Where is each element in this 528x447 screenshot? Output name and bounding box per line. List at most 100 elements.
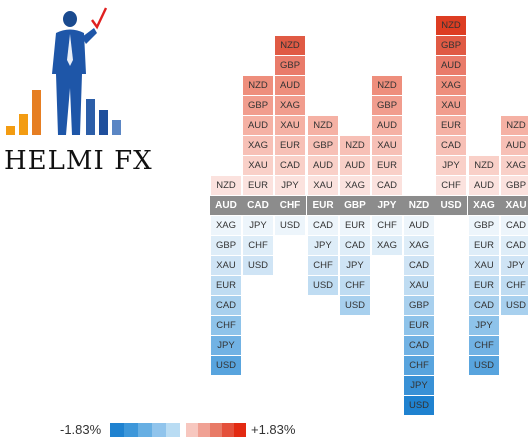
heatmap-cell-up: XAG [340,176,370,195]
heatmap-cell-down: USD [243,256,273,275]
heatmap-cell-down: XAG [404,236,434,255]
base-currency-chf: CHF [274,196,306,215]
legend-swatch-red [210,423,222,437]
base-currency-gbp: GBP [339,196,371,215]
heatmap-cell-down: GBP [211,236,241,255]
heatmap-cell-down: AUD [404,216,434,235]
heatmap-cell-down: JPY [469,316,499,335]
heatmap-cell-down: XAG [372,236,402,255]
heatmap-cell-down: XAG [211,216,241,235]
heatmap-cell-up: XAG [501,156,528,175]
heatmap-cell-down: JPY [211,336,241,355]
heatmap-cell-up: AUD [243,116,273,135]
base-currency-eur: EUR [307,196,339,215]
heatmap-cell-down: CHF [308,256,338,275]
heatmap-cell-up: XAG [243,136,273,155]
heatmap-cell-up: JPY [275,176,305,195]
heatmap-cell-up: CAD [275,156,305,175]
legend-min-label: -1.83% [60,422,102,437]
heatmap-cell-up: EUR [372,156,402,175]
heatmap-cell-down: CHF [404,356,434,375]
heatmap-cell-down: EUR [211,276,241,295]
heatmap-cell-down: GBP [469,216,499,235]
heatmap-cell-down: EUR [469,236,499,255]
heatmap-cell-up: NZD [211,176,241,195]
heatmap-cell-down: USD [404,396,434,415]
heatmap-cell-up: NZD [436,16,466,35]
heatmap-cell-down: CAD [340,236,370,255]
heatmap-cell-up: XAU [243,156,273,175]
base-currency-cad: CAD [242,196,274,215]
legend-swatch-red [198,423,210,437]
base-currency-usd: USD [435,196,467,215]
legend-max-label: +1.83% [251,422,296,437]
color-legend: -1.83% +1.83% [0,418,528,444]
legend-swatch-red [234,423,246,437]
heatmap-cell-down: USD [340,296,370,315]
base-currency-jpy: JPY [371,196,403,215]
heatmap-cell-up: XAG [436,76,466,95]
heatmap-cell-up: AUD [275,76,305,95]
heatmap-cell-down: CHF [340,276,370,295]
heatmap-cell-up: GBP [501,176,528,195]
legend-swatch-blue [110,423,124,437]
heatmap-cell-down: CAD [469,296,499,315]
heatmap-cell-down: CHF [469,336,499,355]
heatmap-cell-down: EUR [340,216,370,235]
heatmap-cell-up: NZD [340,136,370,155]
heatmap-cell-up: AUD [340,156,370,175]
heatmap-cell-down: JPY [404,376,434,395]
businessman-chart-logo-icon [6,7,121,135]
legend-swatch-blue [152,423,166,437]
heatmap-cell-up: XAU [436,96,466,115]
heatmap-cell-down: CAD [308,216,338,235]
heatmap-cell-down: XAU [211,256,241,275]
heatmap-cell-up: EUR [436,116,466,135]
heatmap-cell-down: CAD [404,336,434,355]
base-currency-aud: AUD [210,196,242,215]
heatmap-cell-up: GBP [372,96,402,115]
heatmap-cell-up: NZD [469,156,499,175]
heatmap-cell-down: EUR [469,276,499,295]
heatmap-cell-up: XAU [372,136,402,155]
helmi-fx-logo: HELMI FX [0,0,152,185]
heatmap-cell-down: USD [211,356,241,375]
heatmap-cell-up: AUD [308,156,338,175]
heatmap-cell-down: CHF [501,276,528,295]
legend-swatch-red [222,423,234,437]
heatmap-cell-down: CAD [501,216,528,235]
heatmap-cell-up: CAD [436,136,466,155]
heatmap-cell-down: CAD [501,236,528,255]
heatmap-cell-down: CHF [211,316,241,335]
legend-swatch-red [186,423,198,437]
base-currency-xau: XAU [500,196,528,215]
heatmap-cell-up: GBP [436,36,466,55]
heatmap-cell-down: USD [469,356,499,375]
heatmap-cell-up: CAD [372,176,402,195]
heatmap-cell-up: GBP [308,136,338,155]
heatmap-cell-up: GBP [275,56,305,75]
heatmap-cell-down: CHF [372,216,402,235]
heatmap-cell-down: XAU [469,256,499,275]
legend-swatch-blue [124,423,138,437]
heatmap-cell-up: NZD [275,36,305,55]
heatmap-cell-up: XAG [275,96,305,115]
heatmap-cell-down: GBP [404,296,434,315]
heatmap-cell-up: NZD [372,76,402,95]
heatmap-cell-down: JPY [340,256,370,275]
heatmap-cell-down: XAU [404,276,434,295]
heatmap-cell-up: NZD [243,76,273,95]
heatmap-cell-up: NZD [501,116,528,135]
legend-swatch-blue [138,423,152,437]
heatmap-cell-up: NZD [308,116,338,135]
heatmap-cell-up: XAU [275,116,305,135]
heatmap-cell-down: EUR [404,316,434,335]
heatmap-cell-up: XAU [308,176,338,195]
base-currency-xag: XAG [468,196,500,215]
heatmap-cell-down: CHF [243,236,273,255]
heatmap-cell-up: EUR [275,136,305,155]
heatmap-cell-down: JPY [243,216,273,235]
heatmap-cell-up: AUD [501,136,528,155]
currency-strength-heatmap: AUD NZD XAG GBP XAU EUR CAD CHF JPY USD CAD EUR XAU X… [210,16,528,415]
heatmap-cell-up: GBP [243,96,273,115]
